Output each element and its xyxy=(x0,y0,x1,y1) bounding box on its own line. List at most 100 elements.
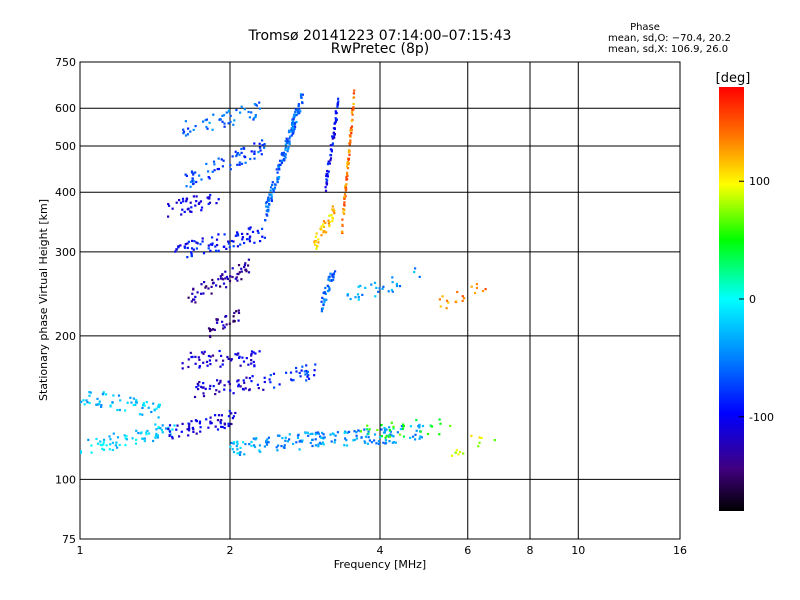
data-point xyxy=(244,262,247,265)
data-point xyxy=(266,214,269,217)
data-point xyxy=(181,367,184,370)
data-point xyxy=(322,433,325,436)
data-point xyxy=(240,278,243,281)
data-point xyxy=(236,440,239,443)
data-point xyxy=(357,298,360,301)
data-point xyxy=(341,218,344,221)
data-point xyxy=(214,414,217,417)
data-point xyxy=(349,129,352,132)
data-point xyxy=(346,294,349,297)
data-point xyxy=(156,436,159,439)
data-point xyxy=(426,432,430,436)
data-point xyxy=(190,420,193,423)
data-point xyxy=(475,286,479,290)
data-point xyxy=(277,165,280,168)
data-point xyxy=(295,114,298,117)
data-point xyxy=(80,400,83,403)
data-point xyxy=(301,365,304,368)
data-point xyxy=(207,202,210,205)
data-point xyxy=(130,401,133,404)
data-point xyxy=(321,307,324,310)
data-point xyxy=(316,431,320,434)
data-point xyxy=(192,172,195,175)
data-point xyxy=(253,103,256,106)
data-point xyxy=(208,328,212,331)
data-point xyxy=(288,433,291,436)
data-point xyxy=(243,241,246,245)
data-point xyxy=(218,349,221,353)
data-point xyxy=(252,118,255,121)
data-point xyxy=(227,109,231,112)
data-point xyxy=(211,236,214,239)
data-point xyxy=(343,195,346,199)
y-tick-label: 500 xyxy=(55,140,76,153)
data-point xyxy=(229,445,232,448)
data-point xyxy=(178,199,181,202)
data-point xyxy=(350,132,353,135)
data-point xyxy=(336,431,339,434)
data-point xyxy=(241,387,245,391)
data-point xyxy=(398,285,402,288)
data-point xyxy=(271,188,275,191)
data-point xyxy=(396,431,399,434)
data-point xyxy=(263,236,266,239)
data-point xyxy=(296,108,299,112)
data-point xyxy=(367,432,370,435)
data-point xyxy=(297,104,300,107)
data-point xyxy=(230,412,233,415)
data-point xyxy=(368,439,371,442)
data-point xyxy=(357,429,360,432)
data-point xyxy=(223,233,226,236)
data-point xyxy=(185,174,188,177)
data-point xyxy=(215,284,218,287)
data-point xyxy=(314,363,317,366)
data-point xyxy=(350,128,353,132)
data-point xyxy=(267,436,270,439)
data-point xyxy=(173,424,176,427)
data-point xyxy=(219,275,222,278)
data-point xyxy=(153,408,156,411)
data-point xyxy=(309,432,312,436)
data-point xyxy=(352,92,355,95)
data-point xyxy=(197,388,200,391)
data-point xyxy=(123,434,126,437)
data-point xyxy=(270,195,273,198)
data-point xyxy=(332,272,335,275)
data-point xyxy=(95,437,98,441)
data-point xyxy=(276,449,279,452)
data-point xyxy=(439,305,442,308)
data-point xyxy=(230,358,233,361)
data-point xyxy=(288,140,291,143)
data-point xyxy=(181,197,185,200)
data-point xyxy=(192,128,195,131)
data-point xyxy=(328,162,331,165)
data-point xyxy=(141,413,144,416)
data-point xyxy=(250,352,253,356)
data-point xyxy=(304,432,307,435)
data-point xyxy=(239,364,242,367)
data-point xyxy=(168,430,172,433)
data-point xyxy=(281,437,284,440)
data-point xyxy=(300,96,303,99)
data-point xyxy=(209,422,212,425)
data-point xyxy=(324,186,327,189)
data-point xyxy=(357,296,360,299)
data-point xyxy=(258,101,261,104)
data-point xyxy=(254,352,257,355)
data-point xyxy=(125,438,128,441)
data-point xyxy=(333,212,336,215)
data-point xyxy=(209,384,212,387)
data-point xyxy=(326,284,329,287)
data-point xyxy=(474,291,477,295)
data-point xyxy=(158,406,161,409)
data-point xyxy=(284,156,287,159)
data-point xyxy=(329,272,332,275)
data-point xyxy=(238,161,241,164)
data-point xyxy=(333,136,336,139)
data-point xyxy=(343,208,346,211)
data-point xyxy=(200,385,203,388)
data-point xyxy=(214,393,217,396)
data-point xyxy=(221,165,224,168)
data-point xyxy=(281,152,284,155)
data-point xyxy=(220,419,223,422)
